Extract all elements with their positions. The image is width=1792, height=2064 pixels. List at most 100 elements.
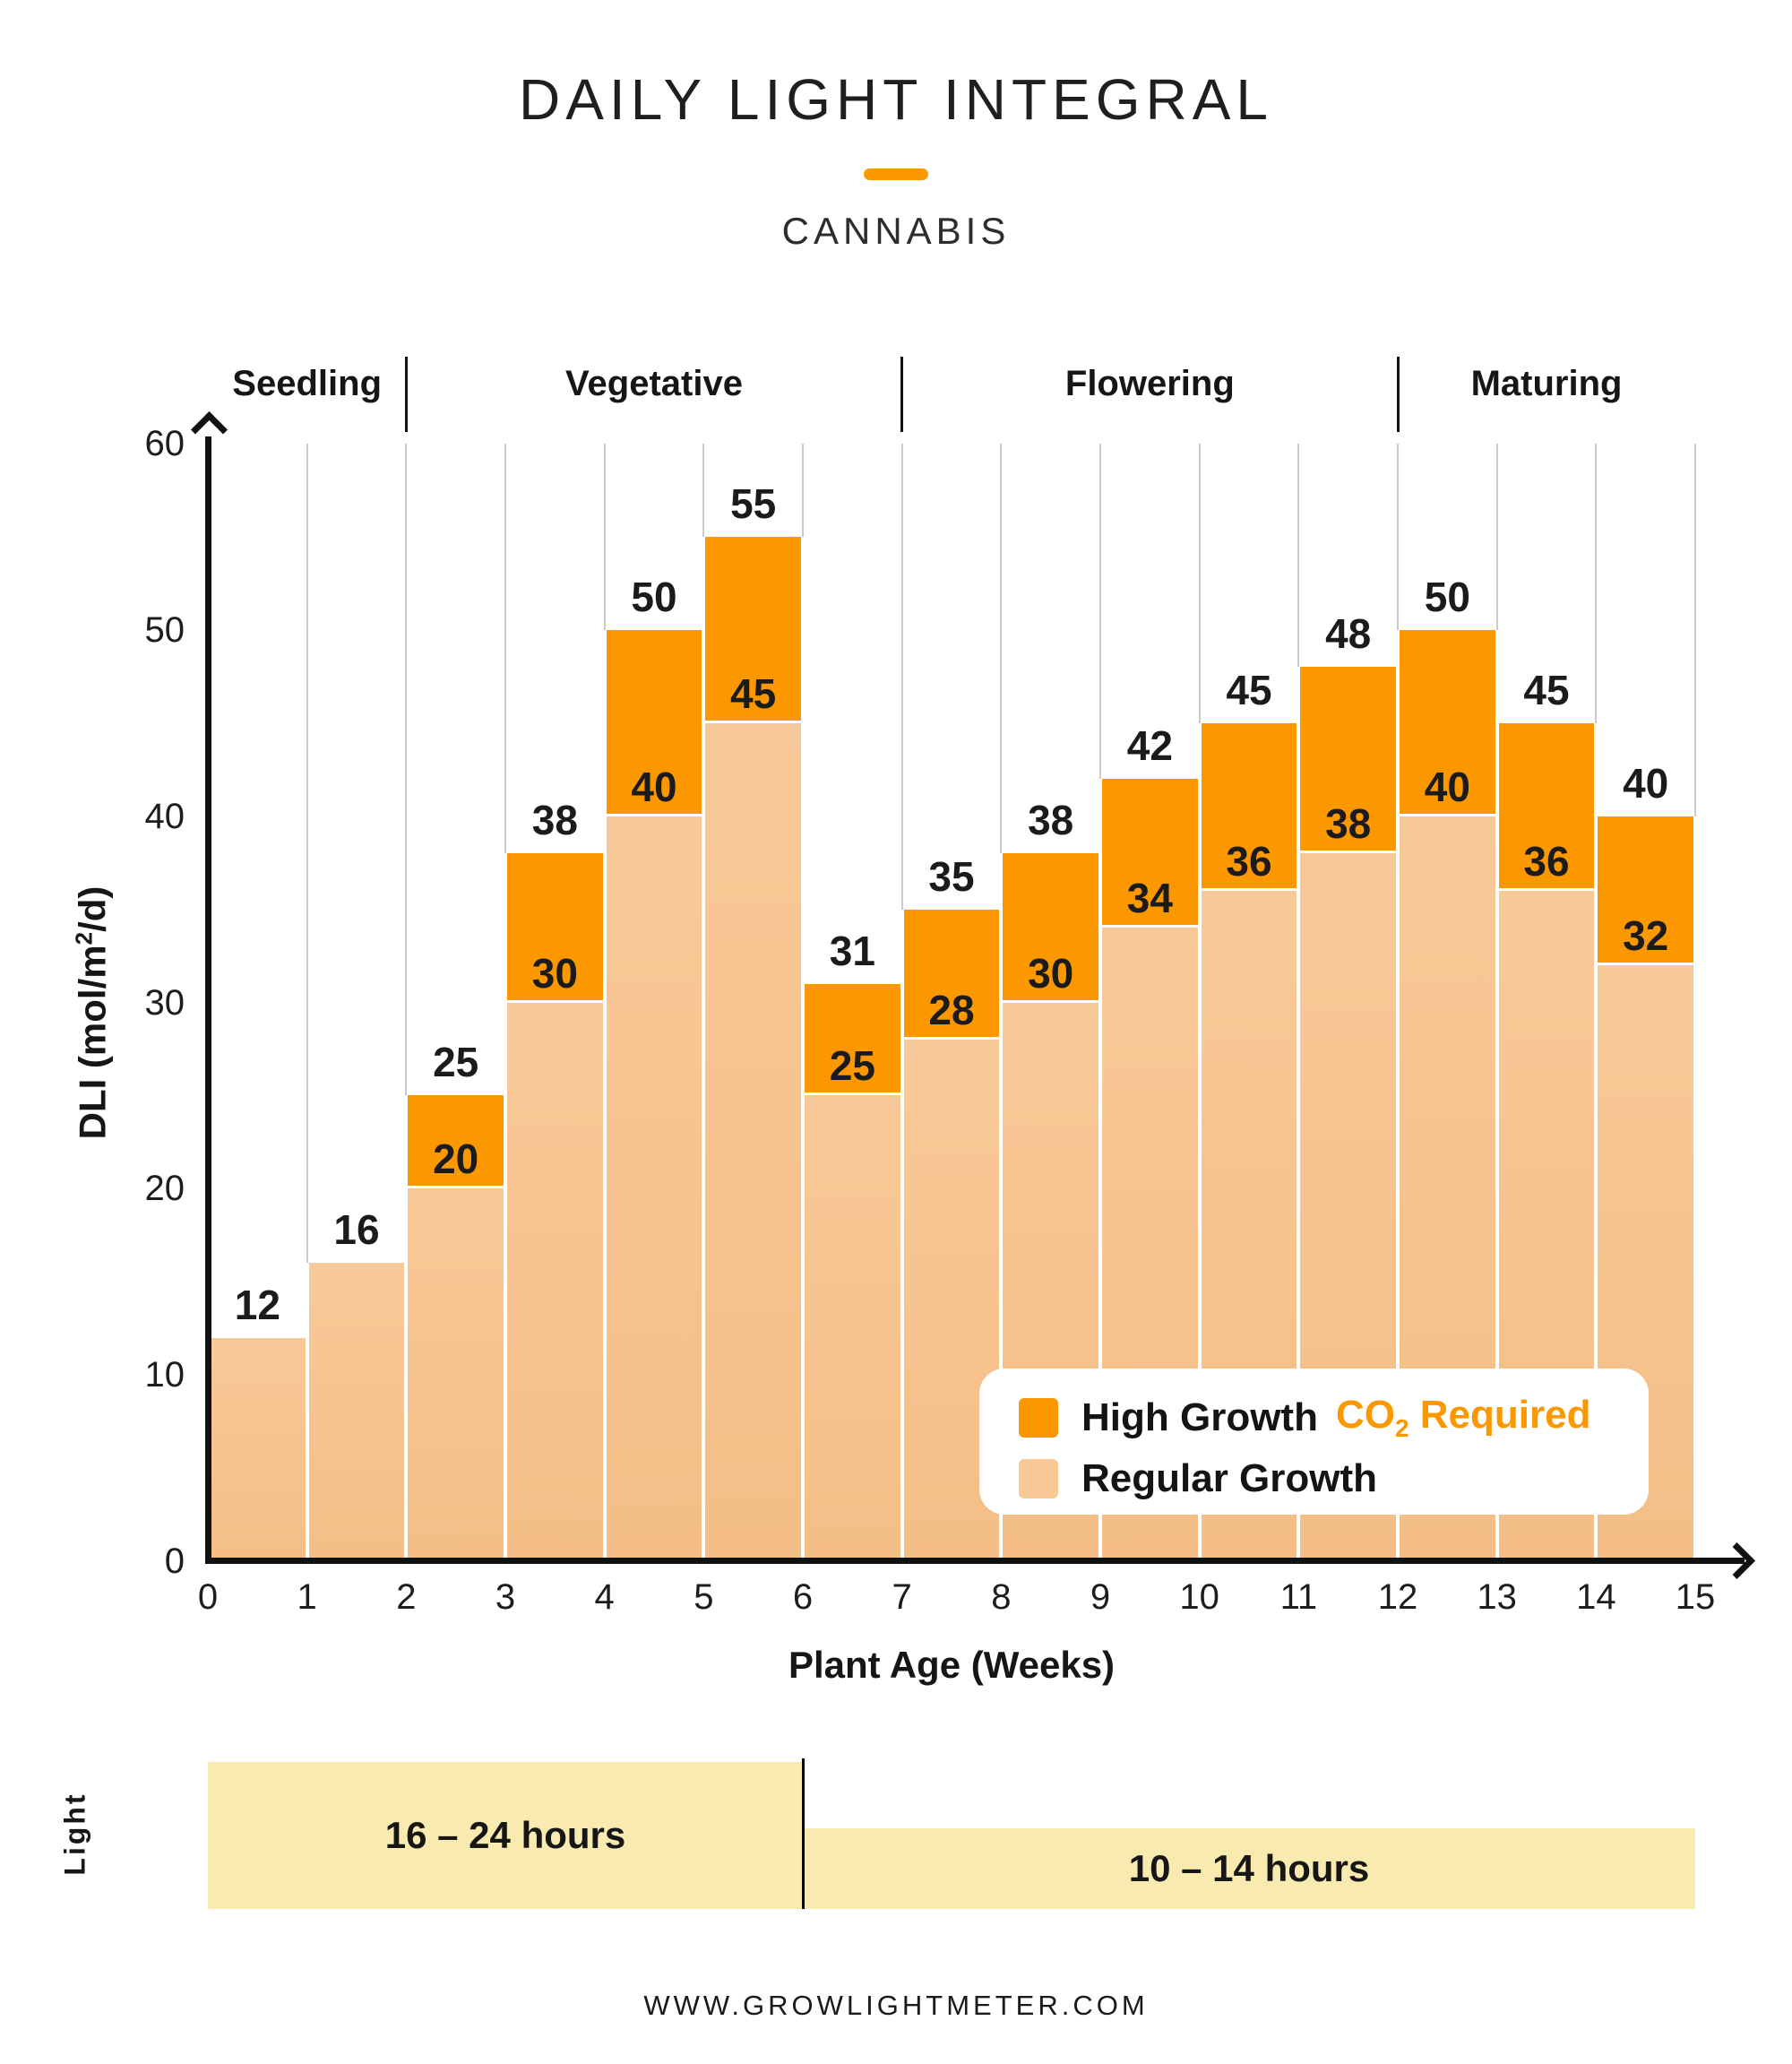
bar-week-3-4-regular-value: 30: [531, 949, 578, 997]
gridline-week-13: [1495, 444, 1498, 630]
bar-week-8-9-high-growth-segment: [1003, 853, 1098, 1003]
bar-week-5-6-high-growth-segment: [705, 536, 801, 723]
title-accent-dash: [864, 168, 928, 180]
bar-week-14-15-regular-value: 32: [1623, 911, 1669, 959]
bar-week-9-10-regular-value: 34: [1126, 875, 1173, 922]
x-tick-0: 0: [197, 1577, 219, 1617]
phase-band-row: Seedling Vegetative Flowering Maturing: [208, 357, 1695, 439]
x-tick-2: 2: [396, 1577, 417, 1617]
y-tick-30: 30: [144, 982, 185, 1023]
light-schedule-divider: [801, 1758, 805, 1909]
gridline-week-4: [603, 444, 606, 630]
legend-label-high-growth: High Growth: [1081, 1395, 1318, 1439]
y-tick-60: 60: [144, 424, 185, 463]
x-tick-4: 4: [594, 1577, 615, 1617]
gridline-week-12: [1397, 444, 1399, 630]
x-tick-15: 15: [1675, 1577, 1716, 1617]
x-axis-arrow-icon: [1718, 1542, 1756, 1580]
y-axis-ticks: 0 10 20 30 40 50 60: [0, 426, 185, 1579]
regular-growth-swatch: [1019, 1458, 1058, 1498]
bar-week-6-7-total-value: 31: [829, 927, 875, 974]
bar-week-13-14-high-growth-segment: [1498, 722, 1595, 891]
x-tick-10: 10: [1179, 1577, 1219, 1617]
bar-week-2-3-regular-value: 20: [433, 1136, 479, 1183]
bar-week-7-8-total-value: 35: [928, 852, 975, 900]
phase-label-flowering: Flowering: [1064, 364, 1235, 403]
bar-week-1-2-total-value: 16: [333, 1206, 380, 1254]
x-tick-12: 12: [1377, 1577, 1418, 1617]
bar-week-13-14-total-value: 45: [1523, 666, 1570, 713]
legend-label-regular-growth: Regular Growth: [1081, 1455, 1378, 1500]
bar-week-3-4-regular-segment: [507, 1002, 603, 1561]
bar-week-2-3-total-value: 25: [433, 1039, 479, 1086]
bar-week-10-11-high-growth-segment: [1201, 722, 1297, 891]
bar-week-14-15-high-growth-segment: [1598, 816, 1693, 965]
bar-week-8-9-regular-value: 30: [1028, 949, 1074, 997]
x-axis-ticks: 0 1 2 3 4 5 6 7 8 9 10 11 12 13 14 15: [198, 1577, 1715, 1624]
phase-divider-after-vegetative: [900, 357, 904, 432]
x-axis-label: Plant Age (Weeks): [788, 1644, 1116, 1686]
gridline-week-6: [802, 444, 804, 537]
page-title: DAILY LIGHT INTEGRAL: [519, 67, 1273, 132]
bar-week-2-3-regular-segment: [408, 1188, 504, 1561]
y-tick-50: 50: [144, 609, 185, 650]
bar-week-5-6-regular-value: 45: [730, 669, 777, 717]
x-tick-8: 8: [991, 1577, 1012, 1617]
legend: High Growth CO2 Required Regular Growth: [979, 1369, 1649, 1515]
x-tick-13: 13: [1477, 1577, 1517, 1617]
x-tick-9: 9: [1090, 1577, 1111, 1617]
bar-week-2-3-high-growth-segment: [408, 1095, 504, 1189]
bar-week-13-14-regular-value: 36: [1523, 837, 1570, 885]
light-block-16-24-hours: 16 – 24 hours: [208, 1762, 803, 1909]
bar-week-4-5-high-growth-segment: [606, 629, 702, 816]
x-tick-3: 3: [495, 1577, 516, 1617]
bar-week-5-6-total-value: 55: [730, 479, 777, 527]
gridline-week-11: [1297, 444, 1300, 668]
bar-week-6-7-regular-value: 25: [829, 1042, 875, 1090]
page-subtitle: CANNABIS: [781, 210, 1011, 252]
gridline-week-3: [504, 444, 506, 854]
bar-week-6-7-regular-segment: [805, 1095, 900, 1561]
bar-week-0-1-regular-segment: [210, 1337, 306, 1561]
bar-week-12-13-regular-value: 40: [1424, 763, 1470, 810]
bar-week-14-15-total-value: 40: [1623, 759, 1669, 807]
gridline-week-1: [306, 444, 308, 1264]
bar-week-11-12-total-value: 48: [1325, 610, 1372, 658]
gridline-week-14: [1595, 444, 1598, 723]
bar-week-8-9-total-value: 38: [1028, 797, 1074, 844]
footer-website: WWW.GROWLIGHTMETER.COM: [643, 1990, 1149, 2021]
bar-week-10-11-regular-value: 36: [1226, 837, 1272, 885]
legend-item-high-growth: High Growth CO2 Required: [1019, 1393, 1649, 1443]
bar-week-6-7-high-growth-segment: [805, 983, 900, 1096]
gridline-week-2: [405, 444, 408, 1096]
high-growth-swatch: [1019, 1397, 1058, 1438]
x-tick-5: 5: [694, 1577, 714, 1617]
y-tick-0: 0: [164, 1542, 185, 1581]
y-tick-10: 10: [144, 1355, 185, 1395]
gridline-week-5: [702, 444, 705, 537]
bar-week-4-5-regular-segment: [606, 816, 702, 1561]
phase-label-maturing: Maturing: [1470, 364, 1623, 403]
bar-week-5-6-regular-segment: [705, 722, 801, 1561]
x-tick-14: 14: [1576, 1577, 1616, 1617]
y-axis-line: [205, 436, 211, 1564]
bar-week-9-10-high-growth-segment: [1102, 779, 1198, 928]
bar-week-3-4-total-value: 38: [531, 797, 578, 844]
bar-week-12-13-total-value: 50: [1424, 573, 1470, 620]
gridline-week-9: [1099, 444, 1101, 780]
chart-plot-area: 12 16 20 25 30 38 40 50 45 55 25 31 28 35 30 38 34 42 36 45…: [190, 410, 1756, 1580]
light-schedule-row: 16 – 24 hours 10 – 14 hours: [208, 1758, 1695, 1911]
x-axis-line: [205, 1558, 1745, 1564]
bar-week-4-5-total-value: 50: [631, 573, 677, 620]
bar-week-7-8-high-growth-segment: [903, 909, 1000, 1041]
gridline-week-8: [1000, 444, 1003, 854]
x-tick-7: 7: [892, 1577, 912, 1617]
gridline-week-15: [1694, 444, 1696, 816]
bar-week-10-11-total-value: 45: [1226, 666, 1272, 713]
bar-week-9-10-total-value: 42: [1126, 722, 1173, 770]
bar-week-4-5-regular-value: 40: [631, 763, 677, 810]
light-block-10-14-hours: 10 – 14 hours: [803, 1828, 1695, 1909]
bar-week-3-4-high-growth-segment: [507, 853, 603, 1003]
legend-item-regular-growth: Regular Growth: [1019, 1456, 1649, 1501]
